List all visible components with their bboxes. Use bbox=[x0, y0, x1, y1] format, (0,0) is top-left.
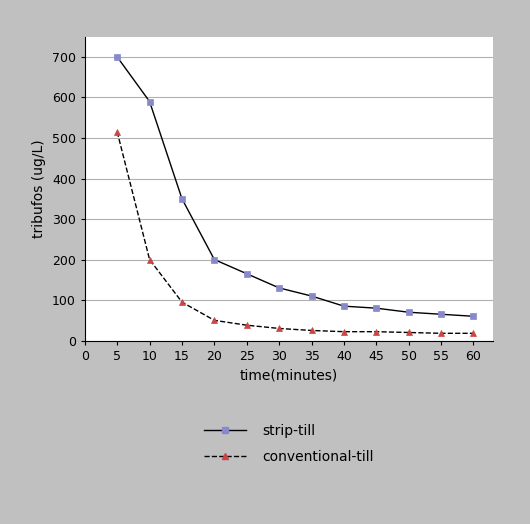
Legend: strip-till, conventional-till: strip-till, conventional-till bbox=[204, 423, 374, 464]
Y-axis label: tribufos (ug/L): tribufos (ug/L) bbox=[32, 139, 46, 238]
X-axis label: time(minutes): time(minutes) bbox=[240, 368, 338, 382]
